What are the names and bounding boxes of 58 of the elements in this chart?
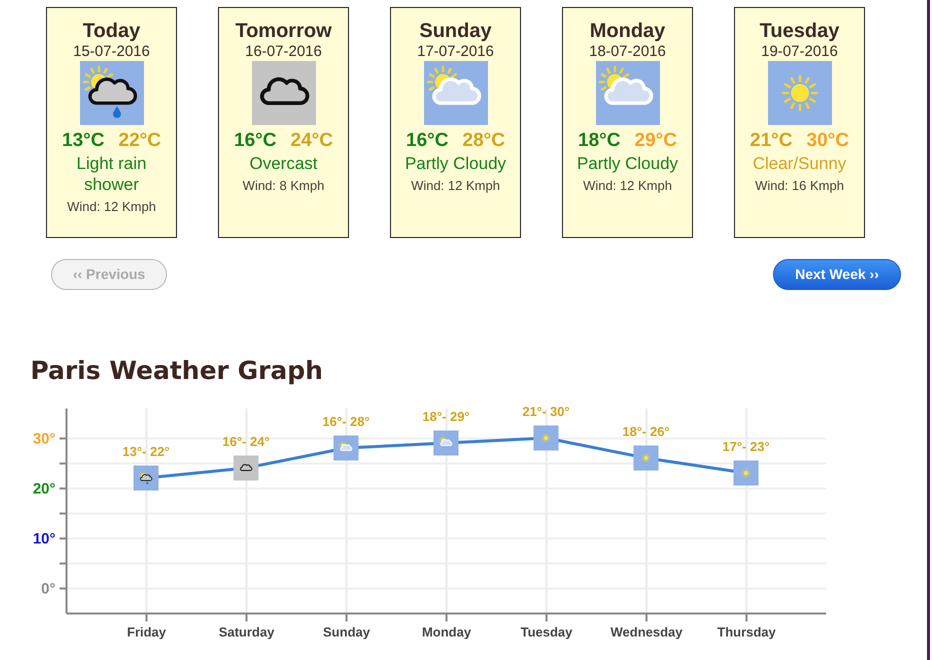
point	[634, 446, 658, 470]
point	[534, 426, 558, 450]
x-tick-label: Friday	[126, 624, 167, 640]
text: 17°- 23°	[722, 439, 770, 454]
text: 17-07-2016	[416, 43, 495, 61]
text: 16°- 24°	[222, 434, 270, 449]
text: Clear/Sunny	[752, 153, 848, 174]
text: 29°C	[634, 129, 677, 153]
point	[334, 436, 358, 460]
text: Wind: 16 Kmph	[754, 177, 845, 195]
text: 21°C	[750, 129, 792, 153]
text: Monday	[588, 19, 666, 43]
text: Today	[82, 19, 142, 43]
y-tick-label: 0°	[41, 580, 56, 598]
text: 13°C	[62, 129, 104, 153]
text: 21°- 30°	[522, 404, 570, 419]
chart-title: Paris Weather Graph	[30, 356, 323, 385]
x-tick-label: Thursday	[717, 624, 777, 640]
text: Wind: 8 Kmph	[242, 177, 326, 195]
text: 22°C	[118, 129, 161, 153]
text: 16°- 28°	[322, 414, 370, 429]
point	[234, 456, 258, 480]
point	[134, 466, 158, 490]
y-tick-label: 30°	[32, 430, 56, 448]
text: 28°C	[462, 129, 505, 153]
text: 30°C	[806, 129, 849, 153]
text: Partly Cloudy	[576, 153, 680, 174]
x-tick-label: Sunday	[323, 624, 371, 640]
text: 16°C	[234, 129, 276, 153]
x-tick-label: Wednesday	[610, 624, 684, 640]
text: Partly Cloudy	[404, 153, 508, 174]
text: Wind: 12 Kmph	[66, 198, 157, 216]
text: Tomorrow	[234, 19, 333, 43]
text: 24°C	[290, 129, 333, 153]
text: Wind: 12 Kmph	[410, 177, 501, 195]
text: 18°C	[578, 129, 620, 153]
x-tick-label: Tuesday	[520, 624, 574, 640]
text: 19-07-2016	[760, 43, 839, 61]
text: Tuesday	[758, 19, 840, 43]
text: Overcast	[248, 153, 319, 174]
text: 18-07-2016	[588, 43, 667, 61]
y-tick-label: 20°	[32, 480, 56, 498]
text: 18°- 29°	[422, 409, 470, 424]
text: 13°- 22°	[122, 444, 170, 459]
text: Light rain shower	[76, 153, 148, 195]
next-button: Next Week ››	[773, 259, 901, 290]
text: 18°- 26°	[622, 424, 670, 439]
text: 16-07-2016	[244, 43, 323, 61]
point	[734, 460, 758, 486]
text: 16°C	[406, 129, 448, 153]
x-tick-label: Saturday	[218, 624, 276, 640]
y-tick-label: 10°	[32, 530, 56, 548]
text: Wind: 12 Kmph	[582, 177, 673, 195]
point	[434, 430, 458, 456]
text: 15-07-2016	[72, 43, 151, 61]
previous-button: ‹‹ Previous	[51, 259, 167, 290]
text: Sunday	[418, 19, 493, 43]
x-tick-label: Monday	[422, 624, 472, 640]
